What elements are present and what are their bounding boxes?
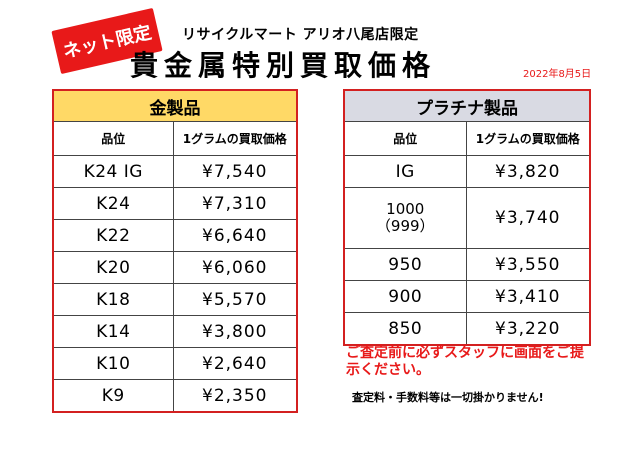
grade-cell: K10 xyxy=(52,347,174,380)
price-cell: ¥7,540 xyxy=(172,155,298,188)
table-row: 850 ¥3,220 xyxy=(343,312,591,346)
platinum-table-title: プラチナ製品 xyxy=(343,89,591,122)
table-row: K10 ¥2,640 xyxy=(52,347,298,380)
store-name: リサイクルマート アリオ八尾店限定 xyxy=(182,27,419,43)
table-row: K9 ¥2,350 xyxy=(52,379,298,413)
gold-table-title: 金製品 xyxy=(52,89,298,122)
price-cell: ¥3,410 xyxy=(465,280,591,313)
price-cell: ¥3,740 xyxy=(465,187,591,249)
table-row: K24 IG ¥7,540 xyxy=(52,155,298,188)
grade-cell: K24 xyxy=(52,187,174,220)
price-cell: ¥5,570 xyxy=(172,283,298,316)
table-row: K24 ¥7,310 xyxy=(52,187,298,220)
gold-col-price: 1グラムの買取価格 xyxy=(172,121,298,156)
table-row: K22 ¥6,640 xyxy=(52,219,298,252)
price-cell: ¥3,220 xyxy=(465,312,591,346)
price-cell: ¥3,550 xyxy=(465,248,591,281)
table-row: 1000 （999） ¥3,740 xyxy=(343,187,591,249)
price-cell: ¥6,060 xyxy=(172,251,298,284)
price-cell: ¥3,820 xyxy=(465,155,591,188)
table-row: K20 ¥6,060 xyxy=(52,251,298,284)
gold-price-table: 金製品 品位 1グラムの買取価格 K24 IG ¥7,540 K24 ¥7,31… xyxy=(52,89,298,413)
date-label: 2022年8月5日 xyxy=(523,69,592,80)
price-cell: ¥7,310 xyxy=(172,187,298,220)
table-row: 950 ¥3,550 xyxy=(343,248,591,281)
no-fee-note: 査定料・手数料等は一切掛かりません! xyxy=(352,391,544,404)
platinum-col-grade: 品位 xyxy=(343,121,467,156)
table-row: IG ¥3,820 xyxy=(343,155,591,188)
table-row: K14 ¥3,800 xyxy=(52,315,298,348)
platinum-price-table: プラチナ製品 品位 1グラムの買取価格 IG ¥3,820 1000 （999）… xyxy=(343,89,591,346)
grade-cell: IG xyxy=(343,155,467,188)
grade-line: 1000 xyxy=(386,200,425,218)
grade-cell: K24 IG xyxy=(52,155,174,188)
grade-cell: K22 xyxy=(52,219,174,252)
table-row: 900 ¥3,410 xyxy=(343,280,591,313)
price-cell: ¥6,640 xyxy=(172,219,298,252)
staff-notice: ご査定前に必ずスタッフに画面をご提示ください。 xyxy=(346,345,584,378)
grade-cell: 850 xyxy=(343,312,467,346)
price-cell: ¥3,800 xyxy=(172,315,298,348)
grade-cell: K14 xyxy=(52,315,174,348)
grade-line-sub: （999） xyxy=(375,217,435,235)
platinum-col-price: 1グラムの買取価格 xyxy=(465,121,591,156)
page-title: 貴金属特別買取価格 xyxy=(130,49,437,82)
price-cell: ¥2,640 xyxy=(172,347,298,380)
grade-cell: 900 xyxy=(343,280,467,313)
table-row: K18 ¥5,570 xyxy=(52,283,298,316)
grade-cell: 950 xyxy=(343,248,467,281)
grade-cell: K18 xyxy=(52,283,174,316)
price-cell: ¥2,350 xyxy=(172,379,298,413)
grade-cell: K20 xyxy=(52,251,174,284)
gold-col-grade: 品位 xyxy=(52,121,174,156)
grade-cell: 1000 （999） xyxy=(343,187,467,249)
grade-cell: K9 xyxy=(52,379,174,413)
